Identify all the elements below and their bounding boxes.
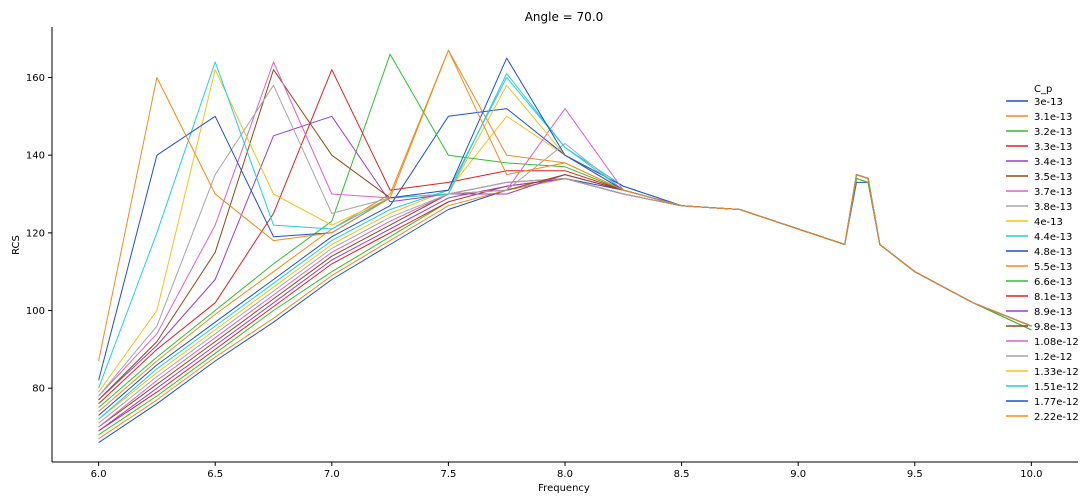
x-tick-label: 6.0 [91,469,107,480]
legend-title: C_p [1034,84,1052,95]
x-tick-label: 7.5 [440,469,456,480]
x-tick-label: 9.5 [907,469,923,480]
legend-label: 4.4e-13 [1034,232,1072,243]
plot-lines [98,49,1032,444]
legend-label: 9.8e-13 [1034,322,1072,333]
legend-label: 1.08e-12 [1034,337,1079,348]
y-tick-label: 160 [26,73,45,84]
series-line [98,178,1032,436]
x-tick-label: 8.5 [674,469,690,480]
axes: 6.0 6.5 7.0 7.5 8.0 8.5 9.0 9.5 10.0 80 100 120 140 1… [26,27,1078,480]
legend-label: 3.2e-13 [1034,127,1072,138]
legend-label: 3.5e-13 [1034,172,1072,183]
x-tick-label: 8.0 [557,469,573,480]
x-tick-label: 7.0 [324,469,340,480]
series-line [98,174,1032,424]
series-line [98,77,1032,420]
y-tick-label: 120 [26,228,45,239]
legend-label: 6.6e-13 [1034,277,1072,288]
y-tick-label: 140 [26,151,45,162]
legend-label: 3.1e-13 [1034,112,1072,123]
x-axis-label: Frequency [538,483,590,494]
legend-label: 5.5e-13 [1034,262,1072,273]
legend-label: 1.51e-12 [1034,382,1079,393]
legend-label: 3.8e-13 [1034,202,1072,213]
legend-label: 8.1e-13 [1034,292,1072,303]
legend-label: 8.9e-13 [1034,307,1072,318]
legend-label: 3.3e-13 [1034,142,1072,153]
legend-label: 1.33e-12 [1034,367,1079,378]
series-line [98,49,1032,412]
legend-label: 3.7e-13 [1034,187,1072,198]
legend-label: 1.77e-12 [1034,397,1079,408]
x-tick-label: 10.0 [1020,469,1042,480]
y-axis-label: RCS [11,235,22,255]
legend: C_p 3e-13 3.1e-13 3.2e-13 3.3e-13 3.4e-13 3.5… [1006,84,1079,423]
legend-label: 3e-13 [1034,97,1063,108]
series-line [98,61,1032,389]
y-tick-label: 100 [26,306,45,317]
legend-label: 4.8e-13 [1034,247,1072,258]
series-line [98,53,1032,408]
x-tick-label: 6.5 [207,469,223,480]
x-tick-label: 9.0 [790,469,806,480]
chart-title: Angle = 70.0 [525,10,604,24]
series-line [98,84,1032,397]
legend-label: 1.2e-12 [1034,352,1072,363]
legend-label: 4e-13 [1034,217,1063,228]
series-line [98,69,1032,393]
series-line [98,49,1032,362]
legend-label: 2.22e-12 [1034,412,1079,423]
y-tick-label: 80 [32,384,45,395]
legend-entries: 3e-13 3.1e-13 3.2e-13 3.3e-13 3.4e-13 3.5e-13… [1006,97,1079,423]
legend-label: 3.4e-13 [1034,157,1072,168]
series-line [98,178,1032,444]
